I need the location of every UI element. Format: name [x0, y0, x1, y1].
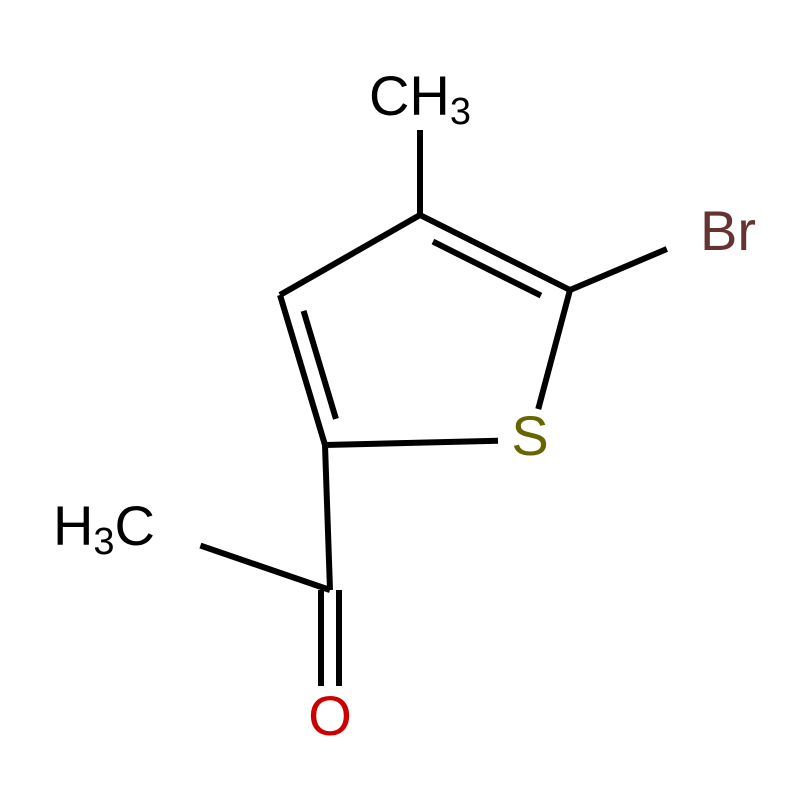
svg-text:O: O: [308, 684, 352, 747]
svg-text:Br: Br: [700, 199, 756, 262]
molecule-diagram: CH3 Br S O H3C: [0, 0, 800, 800]
svg-text:H3C: H3C: [53, 494, 155, 563]
svg-text:S: S: [511, 404, 548, 467]
svg-text:CH3: CH3: [369, 64, 471, 133]
